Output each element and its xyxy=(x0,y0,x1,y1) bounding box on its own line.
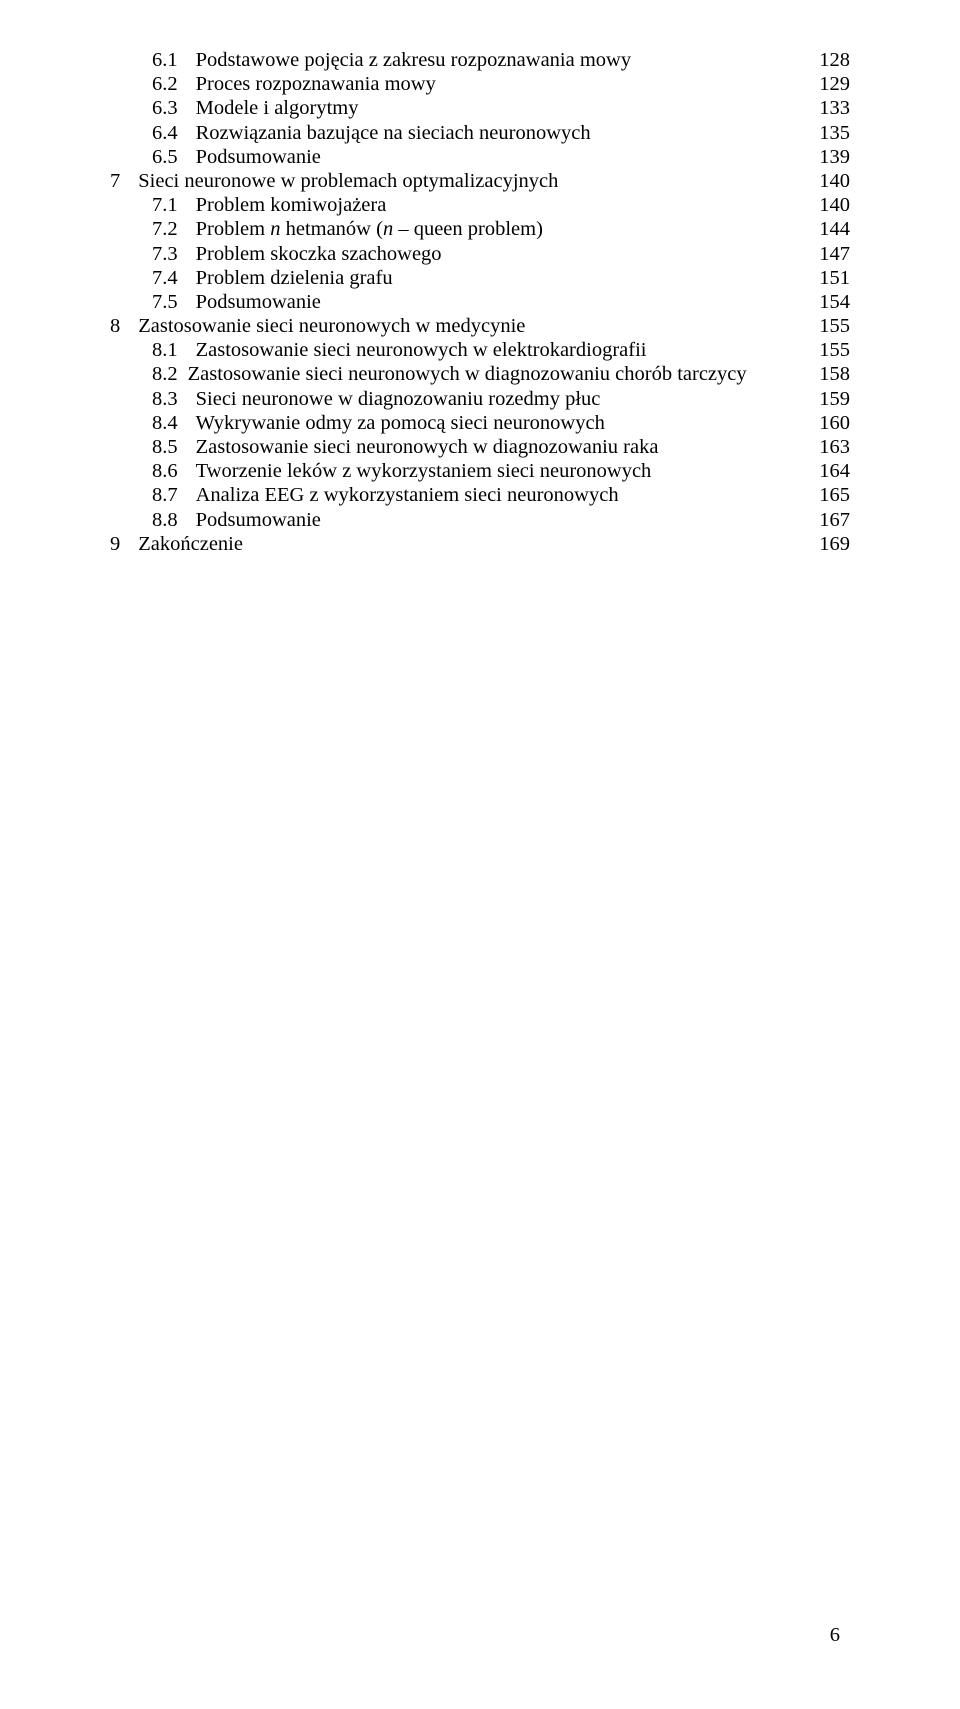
toc-row: 6.2Proces rozpoznawania mowy129 xyxy=(110,72,850,96)
toc-title: Podstawowe pojęcia z zakresu rozpoznawan… xyxy=(178,48,810,72)
toc-number: 6.4 xyxy=(152,121,178,145)
toc-row: 8.3Sieci neuronowe w diagnozowaniu rozed… xyxy=(110,387,850,411)
toc-page: 169 xyxy=(810,532,850,556)
toc-page: 160 xyxy=(810,411,850,435)
toc-row: 8.7Analiza EEG z wykorzystaniem sieci ne… xyxy=(110,483,850,507)
toc-title-italic: n xyxy=(270,218,280,240)
toc-page: 164 xyxy=(810,459,850,483)
toc-page: 135 xyxy=(810,121,850,145)
toc-row: 6.4Rozwiązania bazujące na sieciach neur… xyxy=(110,121,850,145)
toc-title: Problem dzielenia grafu xyxy=(178,266,810,290)
toc-title: Zastosowanie sieci neuronowych w diagnoz… xyxy=(178,362,810,386)
toc-page: 140 xyxy=(810,193,850,217)
toc-page: 163 xyxy=(810,435,850,459)
toc-title: Podsumowanie xyxy=(178,290,810,314)
toc-number: 7 xyxy=(110,169,120,193)
toc-row: 6.5Podsumowanie139 xyxy=(110,145,850,169)
toc-row: 8.1Zastosowanie sieci neuronowych w elek… xyxy=(110,338,850,362)
toc-title-part: hetmanów ( xyxy=(280,218,382,240)
toc-row: 8Zastosowanie sieci neuronowych w medycy… xyxy=(110,314,850,338)
toc-number: 8.1 xyxy=(152,338,178,362)
toc-number: 8.7 xyxy=(152,483,178,507)
toc-row: 6.3Modele i algorytmy133 xyxy=(110,96,850,120)
toc-row: 8.6Tworzenie leków z wykorzystaniem siec… xyxy=(110,459,850,483)
toc-row: 9Zakończenie169 xyxy=(110,532,850,556)
toc-row: 7.5Podsumowanie154 xyxy=(110,290,850,314)
toc-title: Zastosowanie sieci neuronowych w diagnoz… xyxy=(178,435,810,459)
toc-page: 154 xyxy=(810,290,850,314)
toc-title: Problem skoczka szachowego xyxy=(178,242,810,266)
toc-page: 128 xyxy=(810,48,850,72)
toc-page: 159 xyxy=(810,387,850,411)
toc-number: 6.5 xyxy=(152,145,178,169)
toc-page: 139 xyxy=(810,145,850,169)
toc-number: 6.2 xyxy=(152,72,178,96)
table-of-contents: 6.1Podstawowe pojęcia z zakresu rozpozna… xyxy=(110,48,850,556)
toc-title: Zakończenie xyxy=(120,532,810,556)
toc-row: 7.1Problem komiwojażera140 xyxy=(110,193,850,217)
toc-title: Sieci neuronowe w diagnozowaniu rozedmy … xyxy=(178,387,810,411)
toc-number: 7.4 xyxy=(152,266,178,290)
toc-title: Podsumowanie xyxy=(178,145,810,169)
toc-number: 7.3 xyxy=(152,242,178,266)
toc-title: Rozwiązania bazujące na sieciach neurono… xyxy=(178,121,810,145)
toc-number: 7.1 xyxy=(152,193,178,217)
toc-page: 147 xyxy=(810,242,850,266)
toc-number: 8.4 xyxy=(152,411,178,435)
toc-title: Tworzenie leków z wykorzystaniem sieci n… xyxy=(178,459,810,483)
toc-title: Zastosowanie sieci neuronowych w medycyn… xyxy=(120,314,810,338)
toc-page: 133 xyxy=(810,96,850,120)
toc-number: 6.1 xyxy=(152,48,178,72)
toc-row: 7.4Problem dzielenia grafu151 xyxy=(110,266,850,290)
toc-row: 8.2Zastosowanie sieci neuronowych w diag… xyxy=(110,362,850,386)
toc-row: 7.3Problem skoczka szachowego147 xyxy=(110,242,850,266)
toc-number: 6.3 xyxy=(152,96,178,120)
toc-page: 140 xyxy=(810,169,850,193)
page-number: 6 xyxy=(830,1623,840,1647)
toc-row: 6.1Podstawowe pojęcia z zakresu rozpozna… xyxy=(110,48,850,72)
toc-page: 155 xyxy=(810,314,850,338)
toc-title: Sieci neuronowe w problemach optymalizac… xyxy=(120,169,810,193)
toc-number: 8.2 xyxy=(152,362,178,386)
toc-number: 7.5 xyxy=(152,290,178,314)
toc-number: 8 xyxy=(110,314,120,338)
toc-page: 158 xyxy=(810,362,850,386)
toc-row: 8.4Wykrywanie odmy za pomocą sieci neuro… xyxy=(110,411,850,435)
toc-number: 8.6 xyxy=(152,459,178,483)
toc-title-part: Problem xyxy=(196,218,271,240)
toc-title-part: – queen problem) xyxy=(393,218,543,240)
toc-title-italic: n xyxy=(383,218,393,240)
toc-number: 8.3 xyxy=(152,387,178,411)
toc-title: Proces rozpoznawania mowy xyxy=(178,72,810,96)
toc-title: Modele i algorytmy xyxy=(178,96,810,120)
toc-row: 8.8Podsumowanie167 xyxy=(110,508,850,532)
toc-page: 155 xyxy=(810,338,850,362)
toc-title: Podsumowanie xyxy=(178,508,810,532)
toc-number: 9 xyxy=(110,532,120,556)
toc-page: 165 xyxy=(810,483,850,507)
toc-page: 144 xyxy=(810,217,850,241)
toc-title: Zastosowanie sieci neuronowych w elektro… xyxy=(178,338,810,362)
page: 6.1Podstawowe pojęcia z zakresu rozpozna… xyxy=(0,0,960,1709)
toc-page: 151 xyxy=(810,266,850,290)
toc-row: 8.5Zastosowanie sieci neuronowych w diag… xyxy=(110,435,850,459)
toc-title: Problem n hetmanów (n – queen problem) xyxy=(178,217,810,241)
toc-page: 129 xyxy=(810,72,850,96)
toc-row: 7Sieci neuronowe w problemach optymaliza… xyxy=(110,169,850,193)
toc-title: Problem komiwojażera xyxy=(178,193,810,217)
toc-title: Analiza EEG z wykorzystaniem sieci neuro… xyxy=(178,483,810,507)
toc-number: 7.2 xyxy=(152,217,178,241)
toc-number: 8.5 xyxy=(152,435,178,459)
toc-page: 167 xyxy=(810,508,850,532)
toc-row: 7.2Problem n hetmanów (n – queen problem… xyxy=(110,217,850,241)
toc-title: Wykrywanie odmy za pomocą sieci neuronow… xyxy=(178,411,810,435)
toc-number: 8.8 xyxy=(152,508,178,532)
